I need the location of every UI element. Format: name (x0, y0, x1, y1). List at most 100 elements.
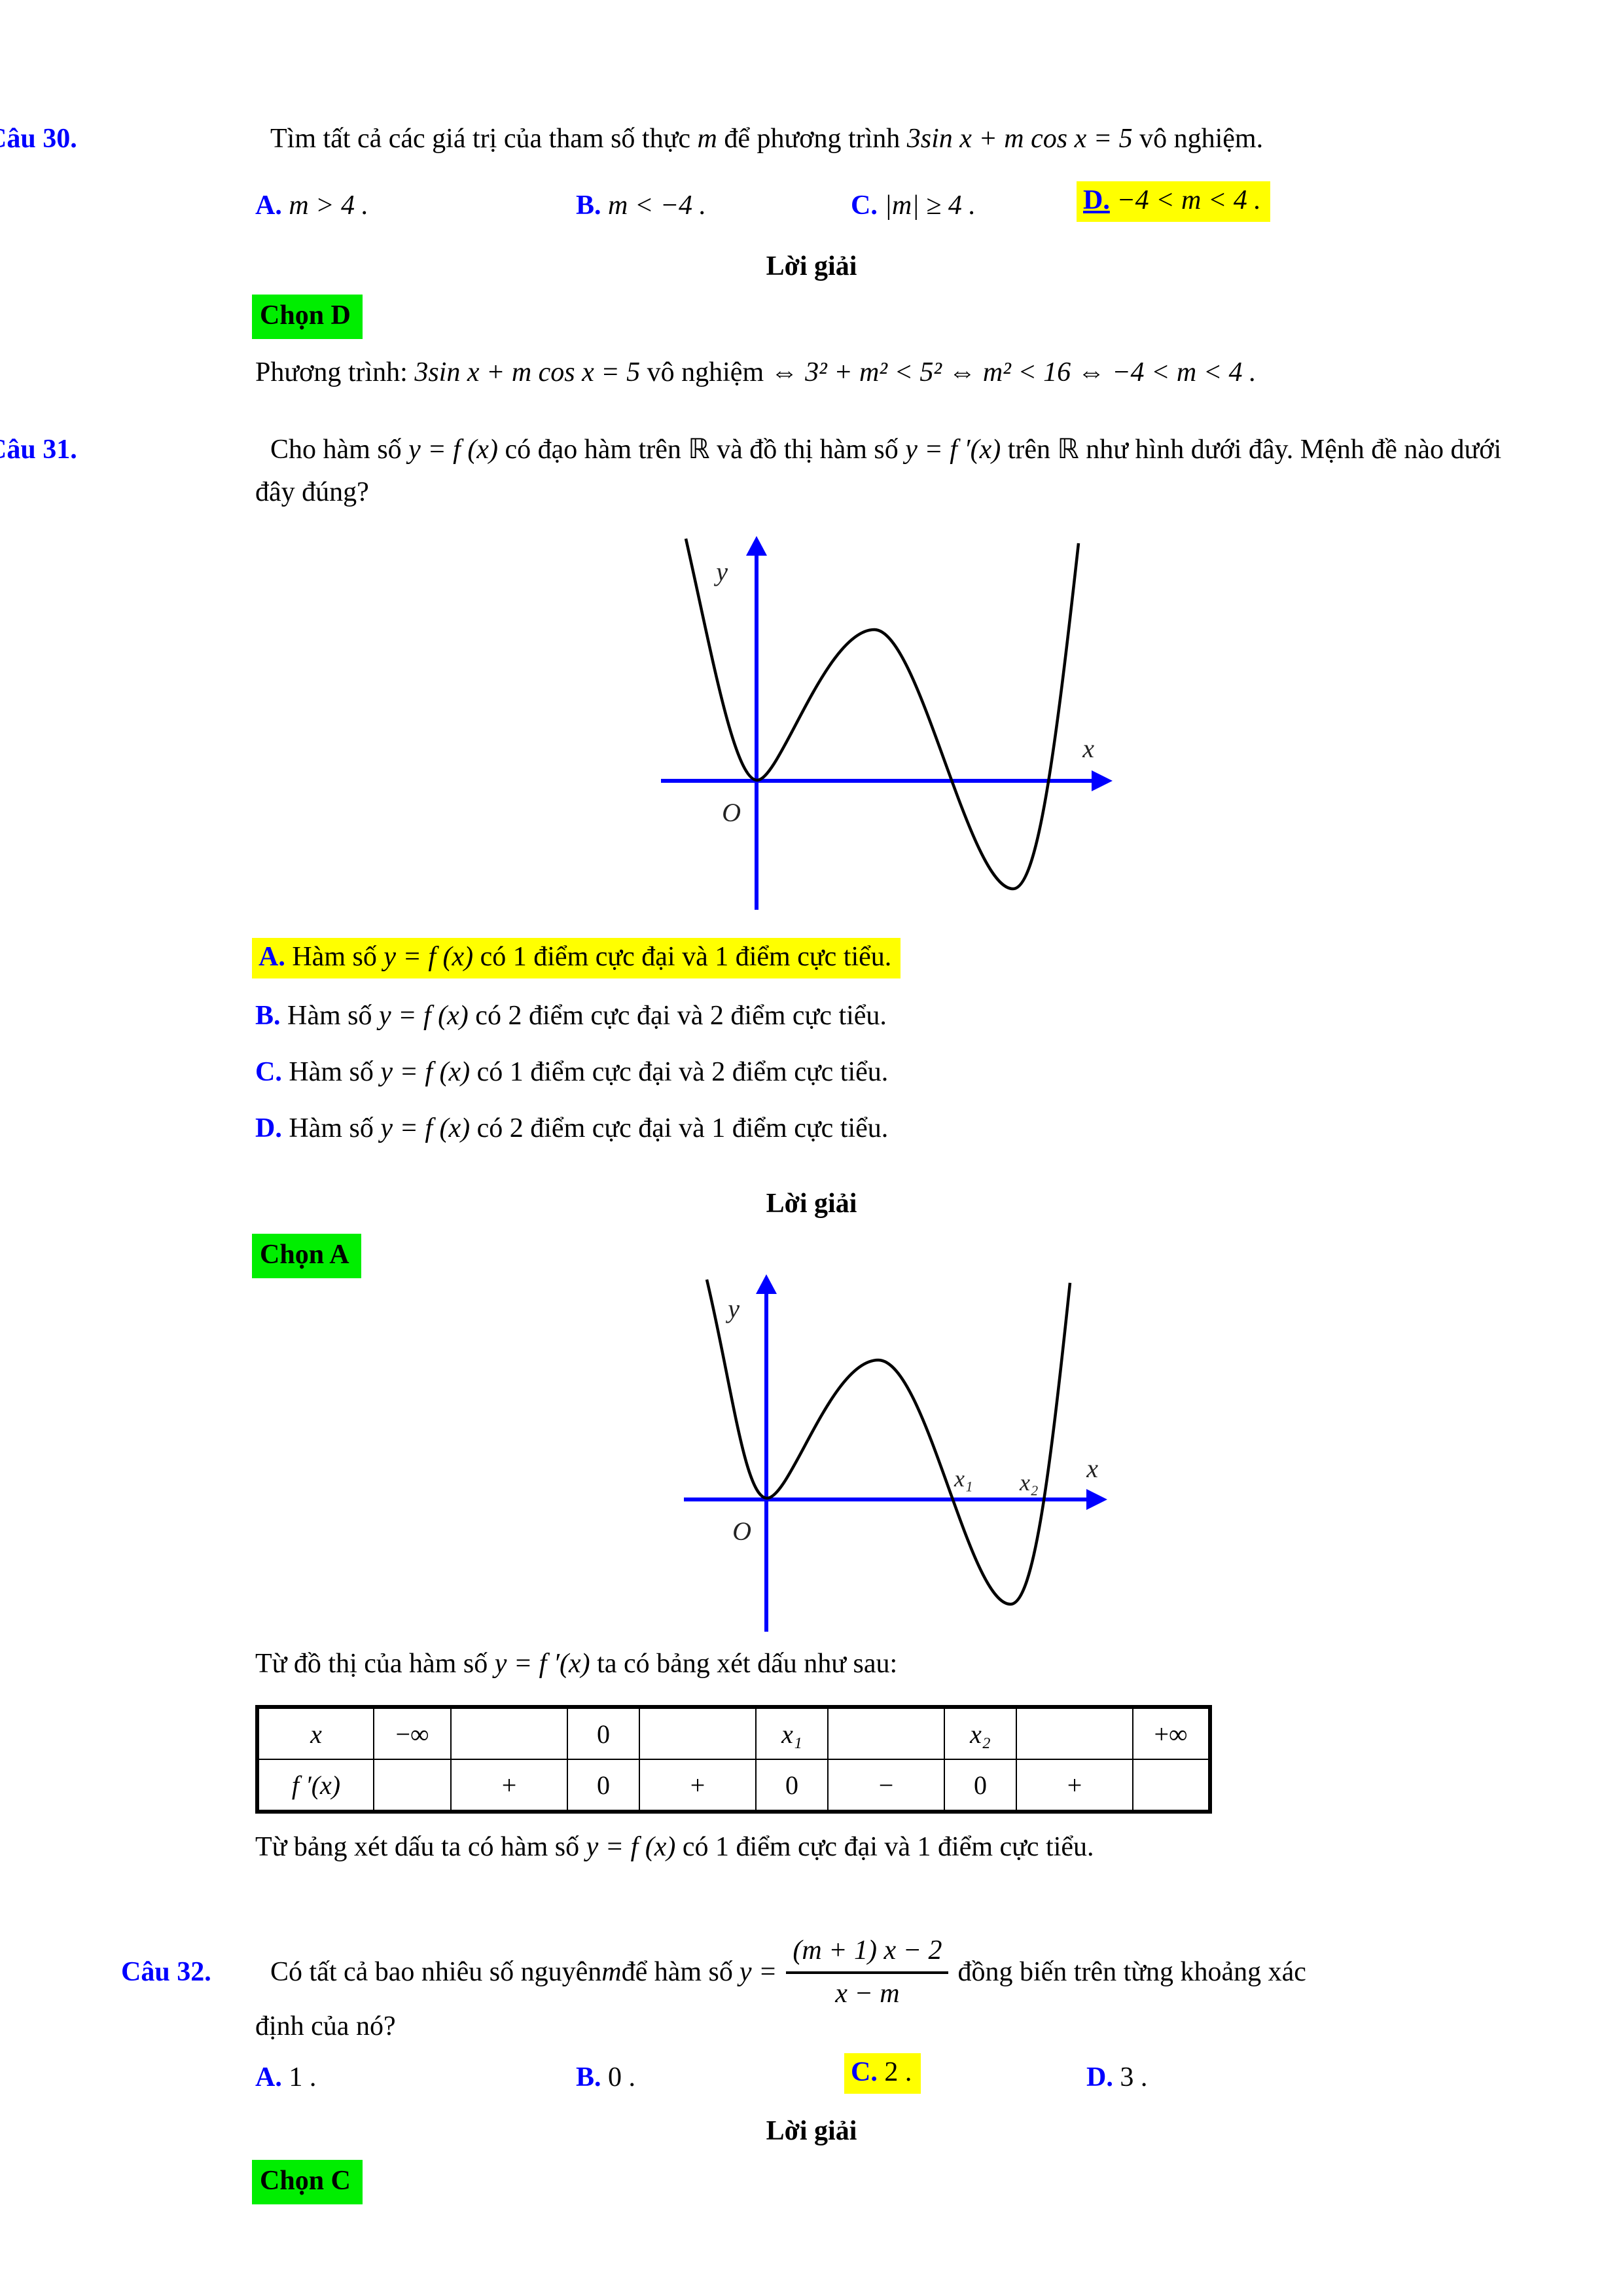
q32-question-wrap-line: định của nó? (255, 2011, 396, 2041)
q32-text-post: đồng biến trên từng khoảng xác (957, 1956, 1306, 1987)
q31-text-mid1: có đạo hàm trên (497, 435, 688, 465)
q31-f1: y = f (x) (408, 435, 498, 465)
sign-cell: x (257, 1706, 374, 1760)
q30-var-m: m (697, 124, 717, 154)
q30-text-mid: để phương trình (717, 124, 907, 154)
q31-option-a-pre: Hàm số (292, 942, 384, 972)
q31-option-a-letter: A. (259, 942, 285, 972)
q31-concl-pre: Từ bảng xét dấu ta có hàm số (255, 1832, 586, 1862)
sign-cell: + (1016, 1759, 1133, 1812)
q31-option-b-formula: y = f (x) (379, 1001, 469, 1031)
q31-option-d-text: có 2 điểm cực đại và 1 điểm cực tiểu. (470, 1113, 889, 1143)
q32-option-d: D. 3 . (1086, 2062, 1147, 2093)
q31-option-b: B. Hàm số y = f (x) có 2 điểm cực đại và… (255, 1000, 887, 1031)
q32-option-c-letter: C. (851, 2057, 878, 2087)
q31-option-c-formula: y = f (x) (380, 1057, 471, 1087)
q30-chon-badge: Chọn D (252, 295, 363, 339)
sign-table-row-x: x −∞ 0 x₁ x₂ +∞ (257, 1706, 1211, 1760)
q31-text-pre: Cho hàm số (270, 435, 409, 465)
q32-option-d-text: 3 . (1120, 2062, 1148, 2092)
q31-option-a-highlight: A. Hàm số y = f (x) có 1 điểm cực đại và… (252, 938, 901, 978)
q30-sol-formula: 3sin x + m cos x = 5 (414, 357, 641, 387)
sign-cell: +∞ (1132, 1706, 1211, 1760)
q31-table-intro-line: Từ đồ thị của hàm số y = f ′(x) ta có bả… (255, 1648, 897, 1679)
q31-text-post: như hình dưới đây. Mệnh đề nào dưới đây … (255, 435, 1502, 508)
q32-chosen-answer: Chọn C (252, 2160, 363, 2204)
q31-text-mid2: và đồ thị hàm số (709, 435, 906, 465)
q32-chon-badge: Chọn C (252, 2160, 363, 2204)
graph1-y-axis-label: y (713, 557, 728, 586)
sign-cell: + (639, 1759, 757, 1812)
graph1-curve (684, 538, 1080, 891)
q32-option-b-letter: B. (576, 2062, 601, 2092)
sign-cell (827, 1706, 945, 1760)
sign-cell (639, 1706, 757, 1760)
q31-label: Câu 31. (0, 435, 77, 465)
sign-cell (1132, 1759, 1211, 1812)
q30-option-d: D. −4 < m < 4 . (1077, 181, 1270, 222)
graph1-derivative-plot: y x O (661, 536, 1113, 910)
q31-reals-2: ℝ (1057, 435, 1079, 465)
q31-option-c-letter: C. (255, 1057, 282, 1087)
q32-option-c-text: 2 . (884, 2057, 912, 2087)
q31-option-c-pre: Hàm số (289, 1057, 381, 1087)
graph2-origin-label: O (732, 1516, 751, 1546)
q30-sol-pre: Phương trình: (255, 357, 415, 387)
q31-f2: y = f ′(x) (905, 435, 1001, 465)
q32-option-a-letter: A. (255, 2062, 282, 2092)
q30-option-c-letter: C. (851, 190, 878, 221)
q31-concl-post: có 1 điểm cực đại và 1 điểm cực tiểu. (675, 1832, 1094, 1862)
graph2-y-axis-label: y (725, 1294, 740, 1323)
q31-option-c: C. Hàm số y = f (x) có 1 điểm cực đại và… (255, 1056, 888, 1088)
q31-chosen-answer: Chọn A (252, 1234, 361, 1278)
q32-fraction: (m + 1) x − 2 x − m (786, 1935, 949, 2009)
q32-text-pre: Có tất cả bao nhiêu số nguyên (270, 1956, 602, 1987)
sign-cell: x₂ (944, 1706, 1017, 1760)
q30-text-post: vô nghiệm. (1132, 124, 1264, 154)
sign-cell: − (827, 1759, 945, 1812)
sign-cell: f ′(x) (257, 1759, 374, 1812)
q30-option-b: B. m < −4 . (576, 190, 706, 221)
graph2-x-axis-label: x (1086, 1454, 1098, 1483)
q31-option-a: A. Hàm số y = f (x) có 1 điểm cực đại và… (252, 938, 901, 978)
q30-option-a: A. m > 4 . (255, 190, 368, 221)
q32-text-mid: để hàm số (621, 1956, 733, 1987)
q30-solution-line: Phương trình: 3sin x + m cos x = 5 vô ng… (255, 357, 1257, 388)
q30-option-b-letter: B. (576, 190, 601, 221)
graph1-origin-label: O (722, 798, 741, 827)
q30-loigiai-heading: Lời giải (766, 251, 857, 281)
sign-cell: x₁ (755, 1706, 829, 1760)
sign-table: x −∞ 0 x₁ x₂ +∞ f ′(x) + 0 + 0 − 0 + (255, 1705, 1212, 1814)
q32-option-a: A. 1 . (255, 2062, 316, 2093)
q31-option-d: D. Hàm số y = f (x) có 2 điểm cực đại và… (255, 1113, 888, 1144)
q31-option-d-letter: D. (255, 1113, 282, 1143)
q32-option-c: C. 2 . (844, 2053, 921, 2094)
q31-question: Câu 31. Cho hàm số y = f (x) có đạo hàm t… (0, 429, 1531, 514)
q30-formula: 3sin x + m cos x = 5 (906, 124, 1133, 154)
q30-sol-tail: ⇔ 3² + m² < 5² ⇔ m² < 16 ⇔ −4 < m < 4 . (770, 357, 1257, 387)
q30-option-b-text: m < −4 . (608, 190, 707, 221)
graph2-x-arrow-icon (1086, 1489, 1107, 1510)
q30-option-d-highlight: D. −4 < m < 4 . (1077, 181, 1270, 222)
q32-option-a-text: 1 . (289, 2062, 317, 2092)
graph2-curve (705, 1279, 1072, 1606)
q31-option-a-text: có 1 điểm cực đại và 1 điểm cực tiểu. (473, 942, 892, 972)
q31-conclusion-line: Từ bảng xét dấu ta có hàm số y = f (x) c… (255, 1831, 1094, 1863)
q30-label: Câu 30. (0, 124, 77, 154)
q31-option-b-letter: B. (255, 1001, 281, 1031)
q31-text-mid3: trên (1001, 435, 1058, 465)
graph2-derivative-plot: y x O x₁ x₂ (684, 1274, 1107, 1632)
q32-fraction-denominator: x − m (835, 1978, 900, 2009)
q30-question: Câu 30. Tìm tất cả các giá trị của tham s… (0, 118, 1538, 160)
q30-option-c: C. |m| ≥ 4 . (851, 190, 976, 221)
sign-cell: −∞ (373, 1706, 452, 1760)
sign-cell: 0 (567, 1706, 640, 1760)
q32-option-d-letter: D. (1086, 2062, 1113, 2092)
sign-cell: 0 (944, 1759, 1017, 1812)
q30-sol-mid: vô nghiệm (640, 357, 771, 387)
q30-option-d-text: −4 < m < 4 . (1116, 185, 1261, 215)
graph2-x2-label: x₂ (1019, 1469, 1039, 1496)
graph1-x-arrow-icon (1092, 770, 1113, 791)
q31-reals-1: ℝ (688, 435, 710, 465)
q30-option-a-text: m > 4 . (289, 190, 369, 221)
